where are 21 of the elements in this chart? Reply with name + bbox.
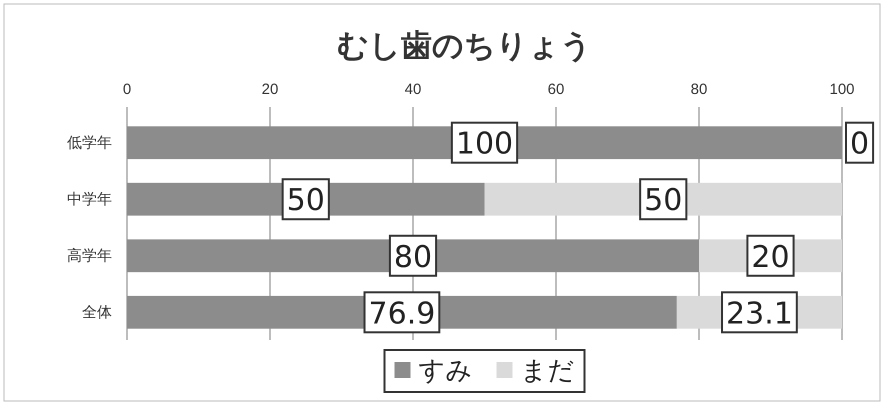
data-label: 100 [456,126,514,162]
y-tick-label: 低学年 [67,134,112,152]
x-tick-label: 40 [404,81,422,98]
x-tick-label: 80 [690,81,708,98]
data-label: 76.9 [368,296,436,332]
x-tick-label: 0 [122,81,132,98]
y-tick-label: 全体 [82,304,112,322]
x-tick-label: 100 [829,81,855,98]
legend-label: まだ [520,356,574,386]
x-tick-label: 20 [262,81,278,98]
data-label: 0 [850,126,870,162]
data-label: 80 [394,240,432,275]
data-label: 50 [644,183,682,218]
data-label: 50 [286,183,325,218]
chart-title: むし歯のちりょう [337,28,592,64]
data-label: 20 [751,240,790,275]
y-tick-label: 中学年 [67,191,112,208]
legend-label: すみ [418,356,472,386]
x-tick-label: 60 [548,81,564,98]
data-label: 23.1 [726,296,793,332]
y-tick-label: 高学年 [67,248,112,265]
